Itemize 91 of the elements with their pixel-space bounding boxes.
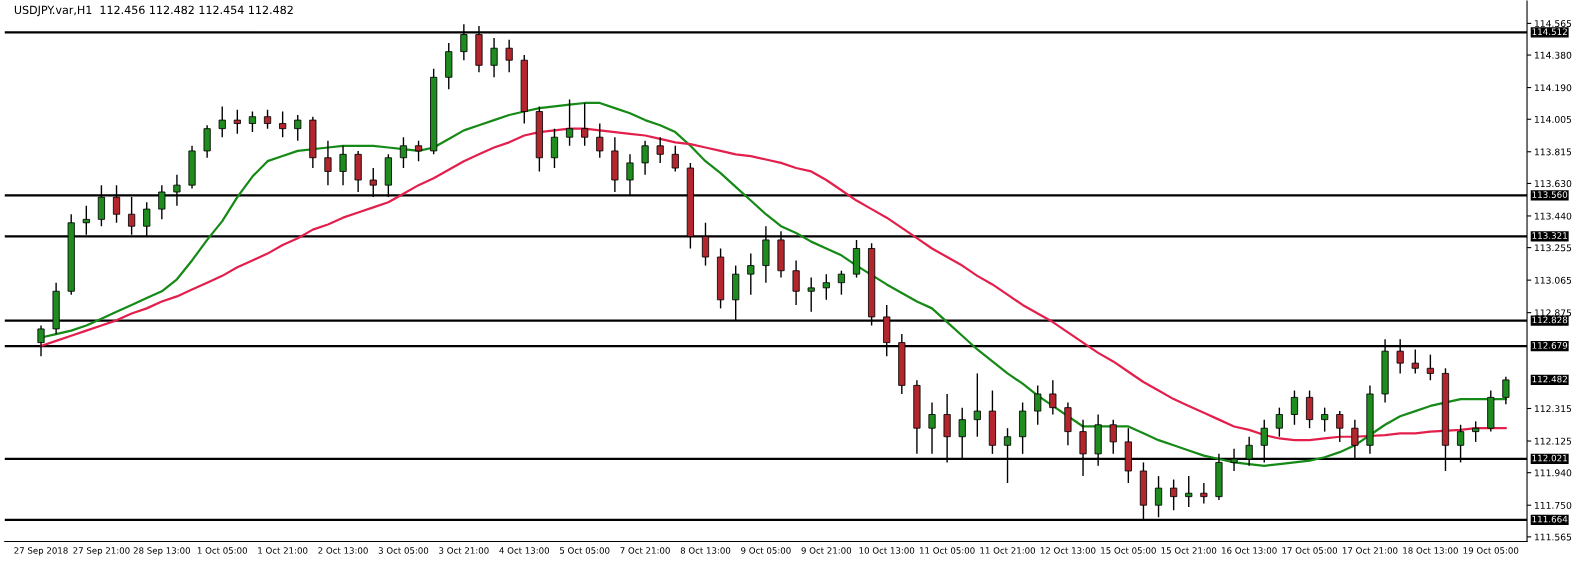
y-tick-label: 114.005 <box>1534 115 1572 123</box>
ref-line-label: 114.512 <box>1532 28 1567 35</box>
candlestick <box>928 401 936 455</box>
candlestick <box>399 136 408 169</box>
x-tick-label: 19 Oct 05:00 <box>1463 547 1519 554</box>
candlestick <box>1170 478 1178 512</box>
candlestick <box>1426 353 1434 381</box>
y-tick-label: 111.565 <box>1534 533 1572 541</box>
candlestick <box>671 145 679 173</box>
candlestick <box>596 122 604 159</box>
y-tick-label: 112.875 <box>1534 309 1572 317</box>
candlestick <box>641 139 649 176</box>
x-tick-label: 8 Oct 13:00 <box>680 547 731 554</box>
x-tick-label: 3 Oct 21:00 <box>439 547 489 554</box>
candlestick <box>581 102 589 147</box>
x-tick-label: 17 Oct 05:00 <box>1282 547 1338 554</box>
candlestick <box>414 139 423 162</box>
x-tick-label: 7 Oct 21:00 <box>620 547 670 554</box>
y-tick-label: 113.065 <box>1534 276 1572 284</box>
x-tick-label: 11 Oct 05:00 <box>920 547 975 554</box>
y-tick-label: 111.940 <box>1534 469 1572 477</box>
text: 112.482 <box>1532 375 1567 383</box>
candlestick <box>505 38 513 73</box>
x-tick-label: 28 Sep 13:00 <box>133 547 190 556</box>
candlestick <box>218 105 226 138</box>
y-tick-label: 114.380 <box>1534 51 1572 59</box>
candlestick <box>822 273 830 301</box>
candlestick <box>1034 384 1042 426</box>
chart-title: USDJPY.var,H1 112.456 112.482 112.454 112.482 <box>14 5 293 17</box>
candlestick <box>339 145 347 186</box>
candlestick <box>1305 389 1314 429</box>
candlestick <box>1154 475 1163 518</box>
x-tick-label: 18 Oct 13:00 <box>1403 547 1458 554</box>
x-tick-label: 2 Oct 13:00 <box>318 547 368 554</box>
candlestick <box>792 259 800 306</box>
y-tick-label: 113.255 <box>1534 244 1572 252</box>
x-tick-label: 1 Oct 21:00 <box>258 547 308 554</box>
candlestick <box>248 110 257 133</box>
candlestick <box>1275 406 1283 438</box>
ref-line-label: 112.828 <box>1532 316 1568 324</box>
candlestick <box>203 124 211 159</box>
candlestick <box>279 110 287 138</box>
candlestick <box>1064 401 1072 447</box>
x-tick-label: 4 Oct 13:00 <box>499 547 550 554</box>
candlestick <box>1472 420 1480 443</box>
candlestick <box>233 109 241 135</box>
candlestick <box>294 114 302 142</box>
y-tick-label: 112.125 <box>1534 437 1572 445</box>
ref-line-label: 112.021 <box>1532 454 1567 462</box>
x-tick-label: 9 Oct 05:00 <box>741 547 791 554</box>
y-tick-label: 113.630 <box>1534 180 1572 188</box>
candlestick <box>263 109 272 130</box>
candlestick <box>1321 406 1329 433</box>
candlestick <box>324 139 332 186</box>
candlestick <box>1411 348 1419 375</box>
candlestick <box>807 276 815 313</box>
ref-line-label: 113.560 <box>1532 191 1568 198</box>
x-tick-label: 5 Oct 05:00 <box>560 547 610 554</box>
y-tick-label: 111.750 <box>1534 501 1572 509</box>
candlestick <box>747 252 755 296</box>
candlestick <box>1200 482 1208 505</box>
candlestick <box>490 37 498 79</box>
ref-line-label: 113.321 <box>1532 232 1567 239</box>
x-tick-label: 12 Oct 13:00 <box>1040 547 1096 554</box>
x-tick-label: 10 Oct 13:00 <box>859 547 915 554</box>
candlestick <box>1336 410 1344 443</box>
candlestick <box>1109 418 1117 455</box>
x-tick-label: 1 Oct 05:00 <box>197 547 247 554</box>
candlestick <box>656 136 664 164</box>
x-tick-label: 11 Oct 21:00 <box>980 547 1036 554</box>
x-tick-label: 17 Oct 21:00 <box>1342 547 1398 554</box>
x-tick-label: 15 Oct 05:00 <box>1101 547 1156 554</box>
x-tick-label: 3 Oct 05:00 <box>378 547 429 554</box>
y-tick-label: 113.440 <box>1534 212 1572 220</box>
y-tick-label: 112.315 <box>1534 405 1572 413</box>
y-tick-label: 114.190 <box>1534 84 1572 92</box>
candlestick <box>550 127 559 169</box>
candlestick <box>1290 389 1299 426</box>
candlestick <box>1049 379 1057 416</box>
ref-line-label: 112.679 <box>1532 342 1568 349</box>
x-tick-label: 16 Oct 13:00 <box>1222 547 1277 554</box>
y-tick-label: 113.815 <box>1534 148 1572 156</box>
ref-line-label: 111.664 <box>1532 515 1568 523</box>
y-tick-label: 114.565 <box>1534 20 1572 27</box>
x-tick-label: 9 Oct 21:00 <box>801 547 852 554</box>
candlestick <box>973 372 981 438</box>
candlestick <box>837 270 845 296</box>
x-tick-label: 27 Sep 2018 <box>14 547 68 556</box>
x-tick-label: 27 Sep 21:00 <box>73 547 130 556</box>
candlestick <box>1185 475 1193 508</box>
x-tick-label: 15 Oct 21:00 <box>1161 547 1217 554</box>
